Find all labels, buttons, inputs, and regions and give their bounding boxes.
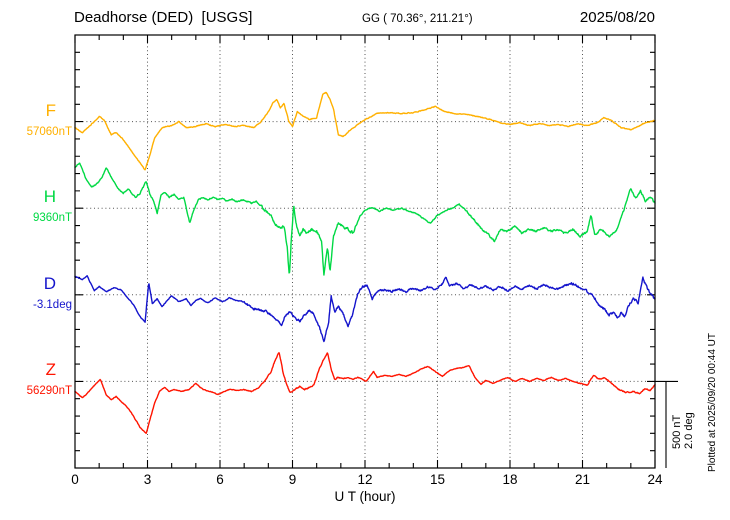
- x-tick-label-24: 24: [647, 472, 663, 487]
- x-tick-label-15: 15: [429, 472, 446, 487]
- scale-bar-labels: 500 nT 2.0 deg: [671, 412, 695, 449]
- trace-H: [74, 162, 656, 276]
- x-tick-label-18: 18: [502, 472, 518, 487]
- scale-label-deg: 2.0 deg: [683, 412, 695, 449]
- trace-F: [74, 91, 656, 171]
- scale-label-nt: 500 nT: [671, 414, 683, 449]
- x-tick-label-3: 3: [143, 472, 152, 487]
- channel-baseline-value-H: 9360nT: [32, 212, 72, 225]
- channel-letter-D: D: [43, 273, 56, 293]
- channel-letter-H: H: [43, 187, 56, 207]
- x-tick-label-6: 6: [216, 472, 224, 487]
- channel-baseline-value-F: 57060nT: [26, 125, 72, 138]
- x-axis-title: U T (hour): [334, 489, 396, 504]
- channel-letter-F: F: [45, 100, 56, 120]
- geographic-coords: GG ( 70.36°, 211.21°): [362, 13, 473, 25]
- channel-baseline-value-D: -3.1deg: [32, 298, 72, 311]
- x-tick-label-9: 9: [288, 472, 297, 487]
- x-tick-label-12: 12: [357, 472, 373, 487]
- channel-baseline-value-Z: 56290nT: [26, 385, 72, 398]
- plot-date: 2025/08/20: [579, 9, 655, 26]
- trace-Z: [74, 352, 656, 434]
- channel-letter-Z: Z: [45, 360, 56, 380]
- x-tick-label-0: 0: [71, 472, 79, 487]
- trace-D: [74, 275, 656, 343]
- plot-frame: [74, 34, 656, 469]
- x-tick-label-21: 21: [574, 472, 591, 487]
- station-title: Deadhorse (DED) [USGS]: [74, 9, 253, 26]
- plotted-at-note: Plotted at 2025/09/20 00:44 UT: [707, 333, 718, 472]
